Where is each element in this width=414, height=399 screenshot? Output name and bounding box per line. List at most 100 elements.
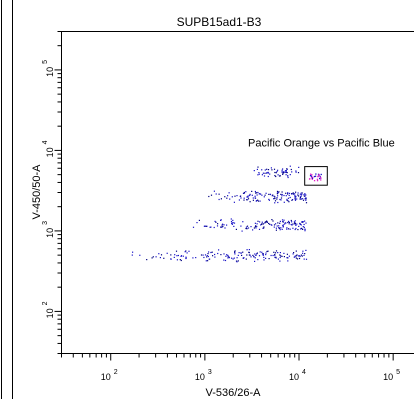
gated-event-point [318,174,320,176]
y-tick-label: 10 4 [42,140,55,157]
event-point [295,257,297,259]
event-point [275,250,278,252]
event-point [286,198,288,200]
event-point [282,173,284,175]
event-point [288,255,290,257]
event-point [155,256,157,258]
event-point [282,168,284,170]
event-point [257,259,259,261]
event-point [276,193,278,195]
event-point [299,223,301,225]
event-point [283,219,285,221]
event-point [261,251,263,253]
event-point [166,252,168,254]
event-point [170,254,172,256]
event-point [274,200,277,202]
event-point [247,195,249,197]
event-point [222,225,224,228]
event-point [273,168,276,170]
event-point [236,257,238,259]
event-point [254,222,256,224]
event-point [282,221,284,223]
gated-event-point [319,177,321,180]
event-point [227,195,229,197]
event-point [279,256,281,259]
event-point [297,192,299,194]
event-point [233,225,235,227]
event-point [273,198,275,200]
event-point [254,197,257,199]
event-point [299,198,301,200]
event-point [175,250,178,252]
event-point [257,200,260,202]
event-point [279,198,281,201]
gated-event-point [310,175,312,177]
event-point [271,169,273,171]
event-point [298,195,300,197]
event-point [254,195,256,197]
event-point [304,220,306,222]
event-point [267,169,270,171]
gated-event-point [319,175,321,178]
event-point [266,220,268,222]
event-point [301,221,303,223]
event-point [285,170,287,172]
event-point [299,197,301,199]
event-point [280,227,282,229]
event-point [230,218,232,220]
event-point [264,222,266,224]
event-point [223,253,225,255]
event-point [218,193,220,195]
event-point [300,254,302,256]
event-point [294,228,296,231]
event-point [262,254,264,256]
event-point [263,175,266,177]
event-point [192,226,195,228]
event-point [224,196,226,198]
event-point [303,223,305,226]
event-point [292,192,294,194]
event-point [287,192,289,194]
gated-event-point [315,173,317,175]
event-point [287,175,289,177]
event-point [283,194,285,197]
event-point [259,200,261,202]
event-point [232,222,234,224]
event-point [304,193,306,195]
event-point [292,253,294,255]
event-point [232,258,234,260]
event-point [261,223,263,225]
event-point [288,221,290,224]
event-point [243,192,245,194]
event-point [289,196,291,199]
event-point [281,171,283,173]
event-point [222,223,224,225]
gated-event-point [316,178,319,180]
gated-event-point [311,174,313,176]
event-point [196,222,198,224]
event-point [288,194,290,196]
event-point [283,201,285,203]
event-point [279,252,281,254]
event-point [255,225,257,227]
gate-rectangle[interactable] [304,166,328,186]
y-axis-tick-labels: 10 2 10 3 10 4 10 5 [42,60,55,319]
event-point [257,174,259,176]
event-point [284,222,286,224]
y-tick-label: 10 5 [42,60,55,77]
event-point [263,196,265,198]
event-point [246,225,249,227]
event-point [235,260,238,262]
event-point [209,226,211,228]
event-point [277,192,279,194]
event-point [286,168,288,170]
event-point [250,226,252,228]
event-point [277,258,279,260]
event-point [278,175,281,177]
event-point [267,175,269,178]
event-point [217,223,219,225]
event-point [288,192,291,194]
event-point [256,253,258,255]
event-point [284,171,286,173]
event-point [261,223,263,225]
